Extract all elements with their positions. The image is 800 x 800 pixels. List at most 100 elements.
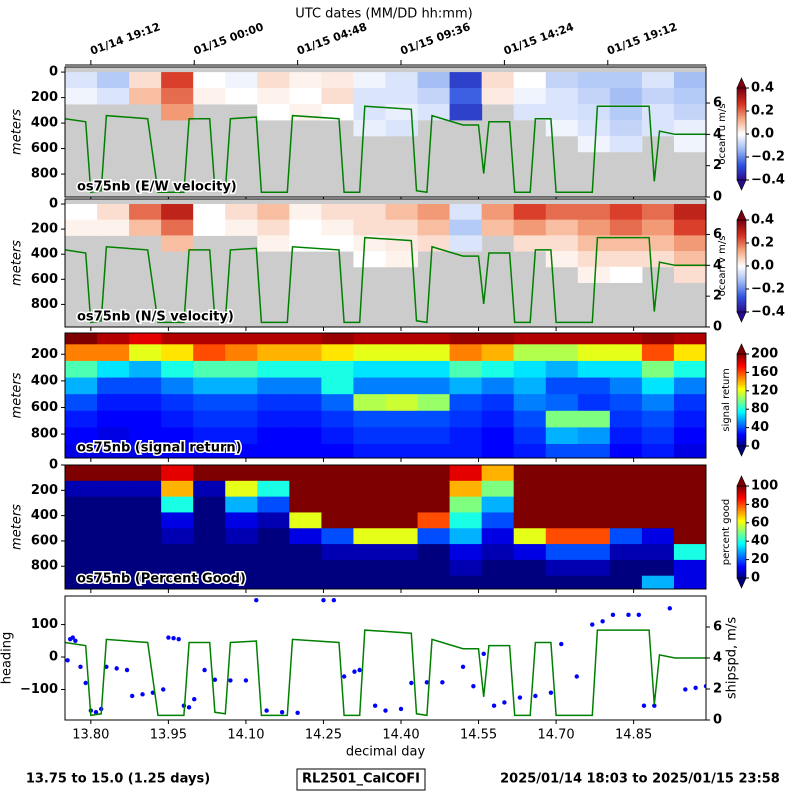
colorbar-slice xyxy=(737,107,746,110)
heatmap-cell xyxy=(353,575,386,589)
heatmap-cell xyxy=(193,344,226,362)
heatmap-cell xyxy=(193,410,226,428)
heatmap-cell xyxy=(641,427,675,445)
heatmap-cell xyxy=(609,219,643,236)
heatmap-cell xyxy=(641,528,675,545)
heading-point xyxy=(171,635,176,641)
colorbar-slice xyxy=(737,172,746,175)
colorbar-slice xyxy=(737,387,746,390)
y2-tick-label: 4 xyxy=(713,127,722,142)
y-axis-label: meters xyxy=(10,372,25,418)
colorbar-slice xyxy=(737,433,746,436)
colorbar-slice xyxy=(737,354,746,356)
footer-dates: 2025/01/14 18:03 to 2025/01/15 23:58 xyxy=(500,772,780,787)
colorbar-slice xyxy=(737,164,746,167)
heatmap-cell xyxy=(673,72,706,89)
heatmap-cell xyxy=(641,410,675,428)
heatmap-cell xyxy=(353,333,386,345)
heatmap-cell xyxy=(513,219,547,236)
heatmap-cell xyxy=(97,219,130,236)
heatmap-cell xyxy=(97,377,130,395)
heatmap-cell xyxy=(193,496,226,513)
heading-point xyxy=(331,598,337,603)
heatmap-cell xyxy=(513,559,547,577)
heatmap-cell xyxy=(321,465,354,482)
colorbar-slice xyxy=(737,270,746,273)
heatmap-cell xyxy=(289,575,322,589)
heatmap-cell xyxy=(97,559,130,577)
x-tick-label: 13.95 xyxy=(150,728,187,743)
heatmap-cell xyxy=(225,465,258,482)
heatmap-cell xyxy=(673,219,706,236)
footer-range: 13.75 to 15.0 (1.25 days) xyxy=(26,772,210,787)
colorbar-slice xyxy=(737,233,746,236)
heatmap-cell xyxy=(513,575,547,589)
heading-point xyxy=(295,710,300,716)
heatmap-cell xyxy=(609,88,643,105)
heatmap-cell xyxy=(417,103,451,121)
y2-tick-label: 0 xyxy=(713,713,722,728)
heatmap-cell xyxy=(321,528,354,545)
heatmap-cell xyxy=(257,394,290,412)
heatmap-cell xyxy=(513,465,547,482)
colorbar-extend xyxy=(736,77,747,89)
heatmap-cell xyxy=(417,512,451,529)
heatmap-cell xyxy=(481,344,515,362)
heatmap-cell xyxy=(449,204,483,221)
heading-point xyxy=(683,687,688,692)
heatmap-cell xyxy=(673,544,706,561)
heatmap-cell xyxy=(641,394,675,412)
colorbar-slice xyxy=(737,255,746,258)
heatmap-cell xyxy=(641,204,675,221)
heatmap-cell xyxy=(641,559,675,577)
colorbar-slice xyxy=(737,386,746,389)
colorbar-tick-label: 80 xyxy=(751,402,769,417)
colorbar-slice xyxy=(737,407,746,410)
heading-point xyxy=(559,641,564,647)
colorbar-slice xyxy=(737,512,746,514)
heatmap-cell xyxy=(65,544,98,561)
heatmap-cell xyxy=(449,575,483,589)
heatmap-cell xyxy=(673,559,706,577)
heatmap-cell xyxy=(673,360,706,379)
colorbar-slice xyxy=(737,415,746,418)
heatmap-cell xyxy=(161,377,194,395)
heading-point xyxy=(212,677,218,682)
heatmap-cell xyxy=(609,575,643,589)
heatmap-cell xyxy=(545,444,579,458)
colorbar-slice xyxy=(737,178,746,181)
colorbar-slice xyxy=(737,117,746,120)
heatmap xyxy=(65,204,706,324)
colorbar-slice xyxy=(737,267,746,270)
heatmap-cell xyxy=(289,377,322,395)
heatmap-cell xyxy=(289,88,322,105)
y-tick-label: −100 xyxy=(20,682,58,697)
heatmap-cell xyxy=(225,480,258,498)
colorbar-slice xyxy=(737,404,746,407)
colorbar-slice xyxy=(737,363,746,366)
heatmap-cell xyxy=(577,360,611,379)
heatmap-cell xyxy=(129,544,162,561)
heatmap-cell xyxy=(577,480,611,498)
shipspd-line xyxy=(65,105,706,194)
heatmap-cell xyxy=(257,427,290,445)
colorbar-slice xyxy=(737,264,746,267)
x-tick-label: 14.25 xyxy=(305,728,342,743)
heatmap-cell xyxy=(609,135,643,153)
heading-point xyxy=(321,598,326,603)
heatmap-cell xyxy=(385,444,419,458)
heatmap-cell xyxy=(545,119,579,137)
heatmap-cell xyxy=(513,103,547,121)
heatmap-cell xyxy=(353,251,386,268)
heatmap-cell xyxy=(417,72,451,89)
heading-point xyxy=(192,697,197,702)
heatmap-cell xyxy=(513,410,547,428)
heatmap-cell xyxy=(97,88,130,105)
colorbar-slice xyxy=(737,536,746,539)
heatmap-cell xyxy=(353,103,386,121)
heatmap-cell xyxy=(449,360,483,379)
colorbar-slice xyxy=(737,406,746,409)
top-tick-label: 01/14 19:12 xyxy=(88,20,161,57)
heatmap-cell xyxy=(129,204,162,221)
